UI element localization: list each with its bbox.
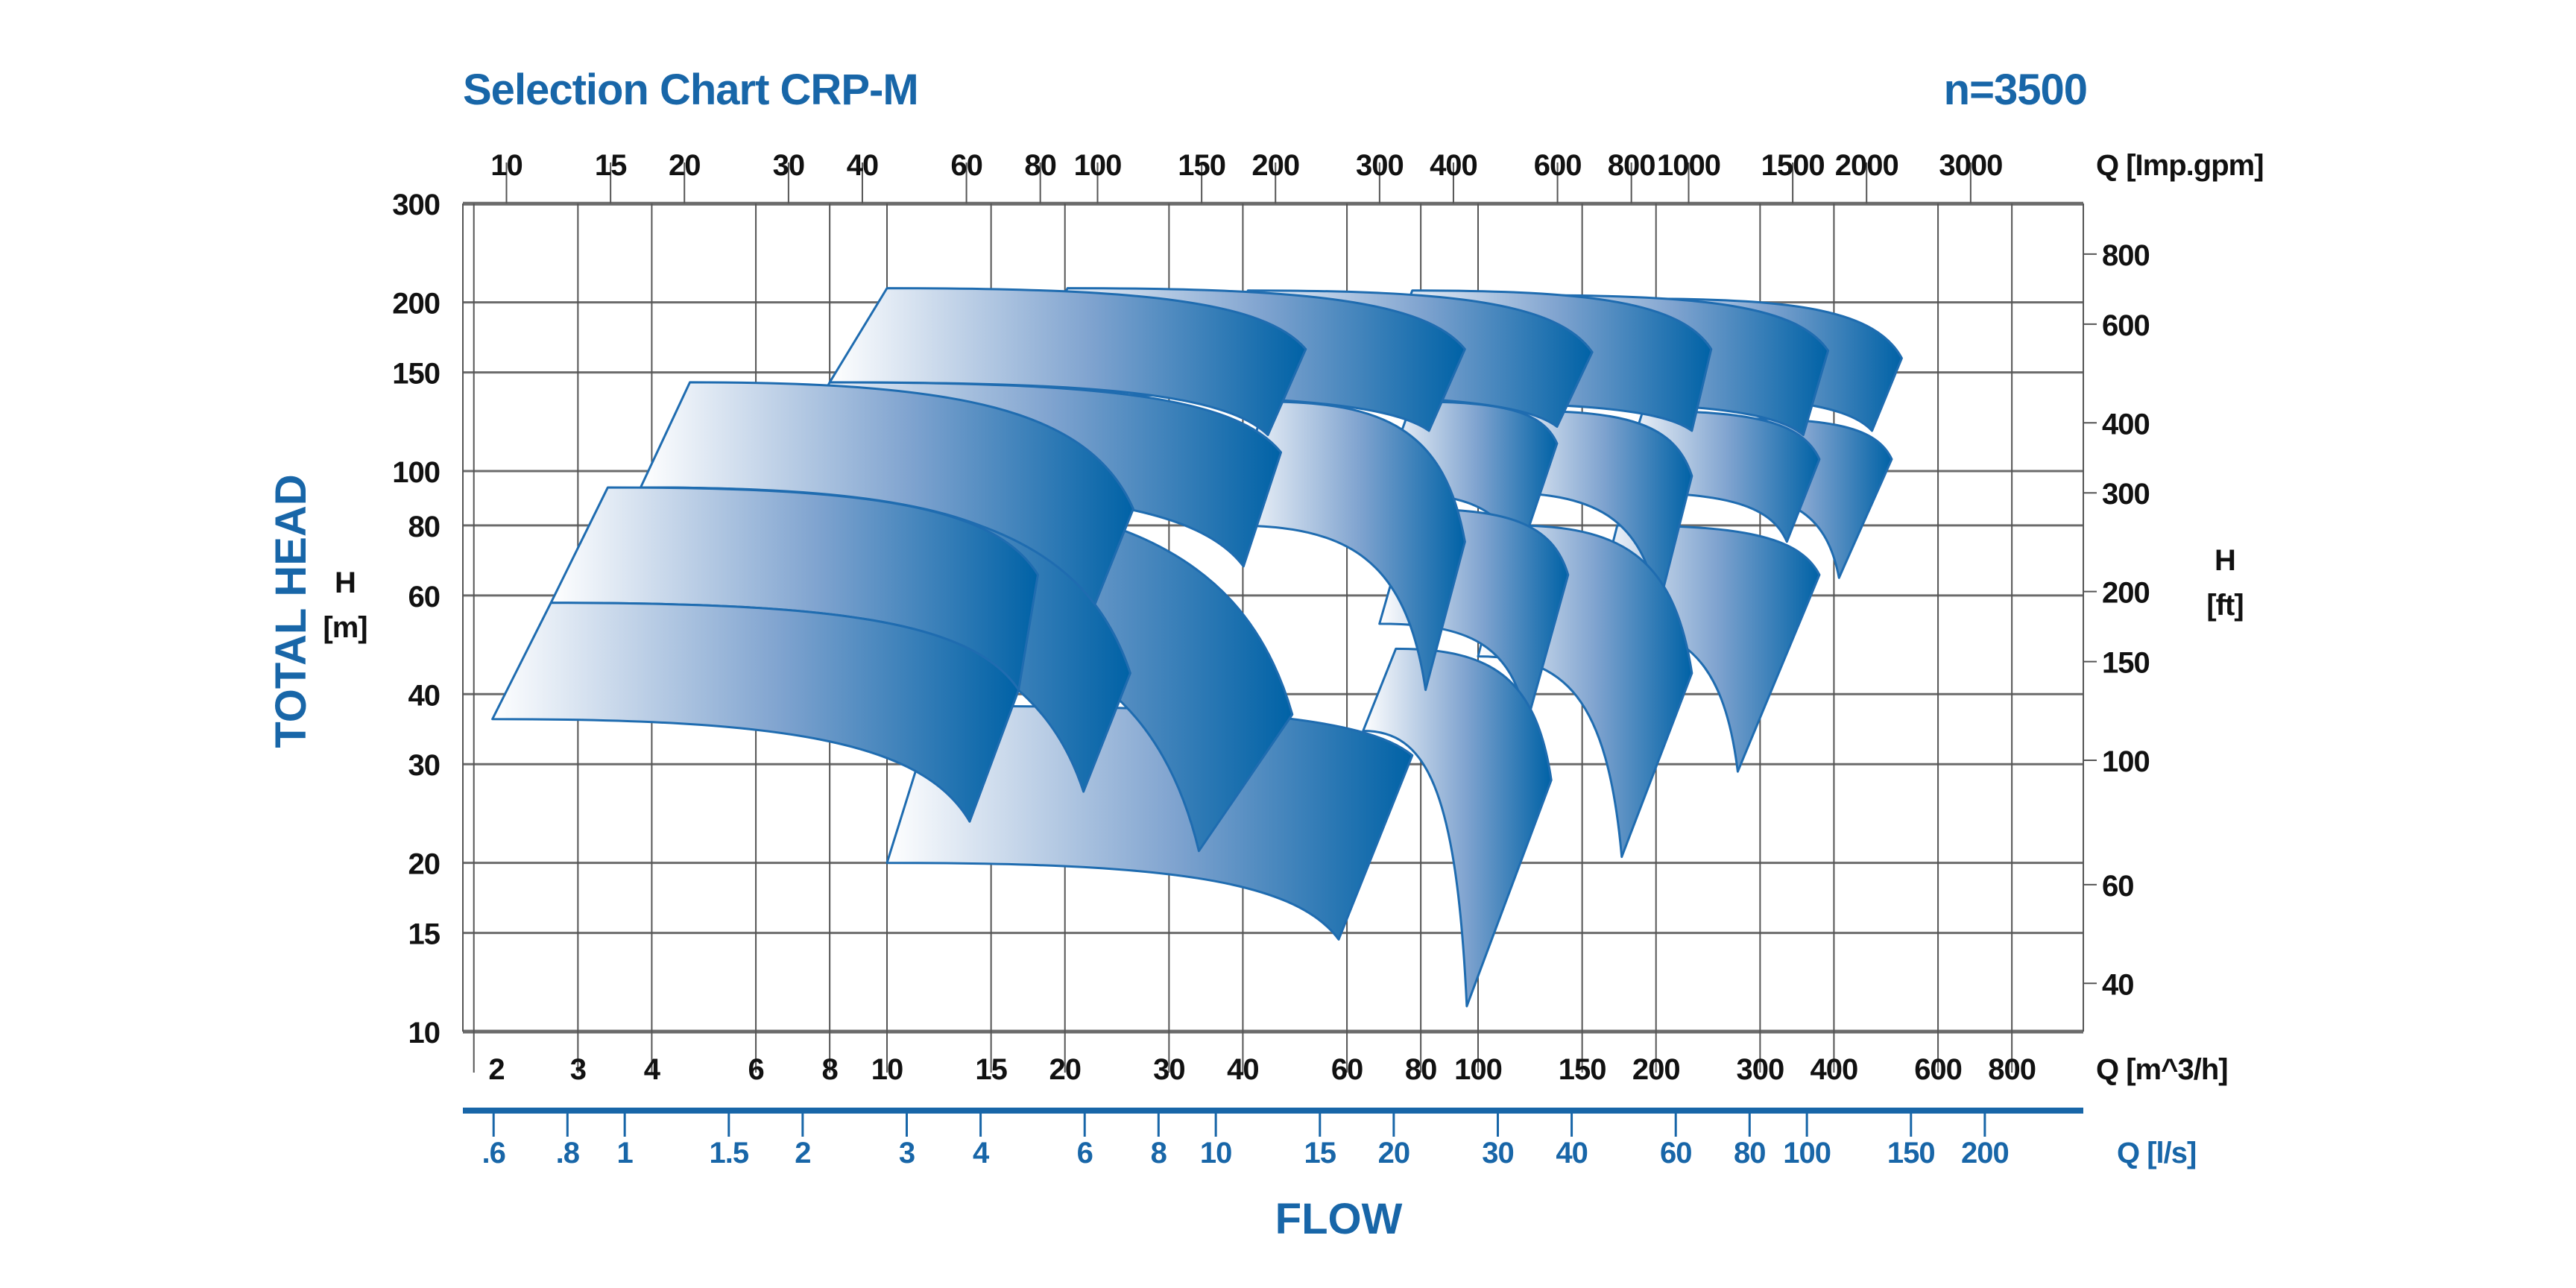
x-tick-label-gpm: 60 bbox=[950, 149, 982, 182]
x-tick-label-ls: 20 bbox=[1378, 1137, 1410, 1169]
y-tick-label-ft: 150 bbox=[2102, 647, 2150, 680]
y-tick-label-m: 150 bbox=[392, 358, 440, 391]
y-tick-label-ft: 40 bbox=[2102, 968, 2134, 1001]
y-tick-label-m: 300 bbox=[392, 189, 440, 221]
x-tick-label-ls: 3 bbox=[899, 1137, 915, 1169]
pump-region-12 bbox=[1362, 647, 1553, 1008]
x-tick-label-m3h: 15 bbox=[975, 1053, 1007, 1086]
x-tick-label-gpm: 15 bbox=[595, 149, 627, 182]
x-tick-label-gpm: 10 bbox=[490, 149, 523, 182]
y-tick-label-m: 200 bbox=[392, 288, 440, 321]
x-tick-label-gpm: 80 bbox=[1024, 149, 1056, 182]
x-tick-label-m3h: 150 bbox=[1559, 1053, 1606, 1086]
pump-region-14 bbox=[1230, 400, 1466, 692]
y-right-unit-symbol: H bbox=[2214, 544, 2235, 577]
x-tick-label-gpm: 150 bbox=[1178, 149, 1225, 182]
x-ls-unit: Q [l/s] bbox=[2117, 1137, 2196, 1169]
x-m3h-unit: Q [m^3/h] bbox=[2096, 1053, 2228, 1086]
y-tick-label-m: 80 bbox=[408, 511, 441, 543]
x-tick-label-m3h: 3 bbox=[570, 1053, 586, 1086]
x-tick-label-ls: 80 bbox=[1734, 1137, 1766, 1169]
x-tick-label-m3h: 600 bbox=[1914, 1053, 1962, 1086]
x-tick-label-gpm: 20 bbox=[669, 149, 701, 182]
x-tick-label-gpm: 300 bbox=[1356, 149, 1404, 182]
x-gpm-unit: Q [Imp.gpm] bbox=[2096, 149, 2264, 182]
x-tick-label-m3h: 20 bbox=[1049, 1053, 1081, 1086]
x-tick-label-ls: 8 bbox=[1151, 1137, 1167, 1169]
y-tick-label-m: 15 bbox=[408, 918, 441, 951]
x-tick-label-ls: 100 bbox=[1783, 1137, 1831, 1169]
y-tick-label-ft: 300 bbox=[2102, 478, 2150, 511]
x-tick-label-ls: 10 bbox=[1200, 1137, 1232, 1169]
x-tick-label-m3h: 10 bbox=[871, 1053, 903, 1086]
x-tick-label-ls: 40 bbox=[1556, 1137, 1588, 1169]
y-axis-title: TOTAL HEAD bbox=[267, 474, 315, 748]
x-tick-label-gpm: 3000 bbox=[1939, 149, 2002, 182]
y-tick-label-ft: 200 bbox=[2102, 577, 2150, 610]
y-tick-label-m: 60 bbox=[408, 581, 441, 613]
x-tick-label-gpm: 800 bbox=[1608, 149, 1655, 182]
y-right-unit: [ft] bbox=[2206, 589, 2243, 622]
pump-regions bbox=[491, 287, 1903, 1008]
speed-label: n=3500 bbox=[1944, 66, 2087, 114]
x-tick-label-ls: 15 bbox=[1304, 1137, 1336, 1169]
x-tick-label-gpm: 30 bbox=[773, 149, 805, 182]
x-tick-label-m3h: 30 bbox=[1153, 1053, 1185, 1086]
x-tick-label-ls: .6 bbox=[482, 1137, 505, 1169]
y-tick-label-ft: 400 bbox=[2102, 408, 2150, 441]
x-tick-label-ls: 1.5 bbox=[709, 1137, 748, 1169]
x-tick-label-gpm: 200 bbox=[1251, 149, 1299, 182]
y-tick-label-ft: 600 bbox=[2102, 309, 2150, 342]
y-tick-label-ft: 60 bbox=[2102, 870, 2134, 903]
x-tick-label-ls: .8 bbox=[556, 1137, 580, 1169]
axes: 10 15 20 30 40 60 80 100 150 200 300 2 3 4 6 8 10 15 20 30 4… bbox=[392, 149, 2150, 1169]
y-left-unit: [m] bbox=[323, 611, 367, 644]
x-tick-label-m3h: 4 bbox=[644, 1053, 661, 1086]
x-tick-label-m3h: 200 bbox=[1632, 1053, 1680, 1086]
x-tick-label-ls: 30 bbox=[1482, 1137, 1514, 1169]
x-tick-label-ls: 150 bbox=[1887, 1137, 1935, 1169]
x-tick-label-gpm: 400 bbox=[1430, 149, 1477, 182]
y-tick-label-m: 100 bbox=[392, 456, 440, 489]
x-tick-label-m3h: 800 bbox=[1988, 1053, 2036, 1086]
x-tick-label-m3h: 400 bbox=[1811, 1053, 1858, 1086]
x-tick-label-m3h: 100 bbox=[1454, 1053, 1502, 1086]
x-tick-label-m3h: 80 bbox=[1405, 1053, 1437, 1086]
x-tick-label-ls: 200 bbox=[1961, 1137, 2009, 1169]
x-tick-label-ls: 60 bbox=[1660, 1137, 1692, 1169]
x-tick-label-m3h: 8 bbox=[822, 1053, 839, 1086]
x-tick-label-gpm: 100 bbox=[1074, 149, 1122, 182]
x-tick-label-m3h: 60 bbox=[1331, 1053, 1363, 1086]
y-tick-label-m: 30 bbox=[408, 749, 441, 782]
y-tick-label-ft: 800 bbox=[2102, 239, 2150, 272]
y-tick-label-ft: 100 bbox=[2102, 745, 2150, 778]
x-tick-label-gpm: 40 bbox=[847, 149, 879, 182]
chart-title: Selection Chart CRP-M bbox=[463, 66, 918, 114]
y-tick-label-m: 40 bbox=[408, 679, 441, 712]
pump-region-22 bbox=[491, 602, 1020, 823]
x-tick-label-m3h: 2 bbox=[488, 1053, 504, 1086]
y-left-unit-symbol: H bbox=[335, 566, 356, 599]
x-tick-label-gpm: 2000 bbox=[1835, 149, 1898, 182]
y-tick-label-m: 10 bbox=[408, 1017, 441, 1049]
x-tick-label-gpm: 1500 bbox=[1761, 149, 1825, 182]
x-tick-label-gpm: 600 bbox=[1534, 149, 1582, 182]
x-tick-label-m3h: 6 bbox=[748, 1053, 763, 1086]
x-tick-label-gpm: 1000 bbox=[1657, 149, 1720, 182]
x-axis-title: FLOW bbox=[1275, 1195, 1403, 1243]
x-tick-label-ls: 2 bbox=[795, 1137, 810, 1169]
x-tick-label-m3h: 300 bbox=[1736, 1053, 1784, 1086]
y-tick-label-m: 20 bbox=[408, 848, 441, 881]
x-tick-label-ls: 6 bbox=[1077, 1137, 1093, 1169]
x-tick-label-ls: 4 bbox=[973, 1137, 990, 1169]
x-tick-label-m3h: 40 bbox=[1227, 1053, 1259, 1086]
x-tick-label-ls: 1 bbox=[617, 1137, 634, 1169]
